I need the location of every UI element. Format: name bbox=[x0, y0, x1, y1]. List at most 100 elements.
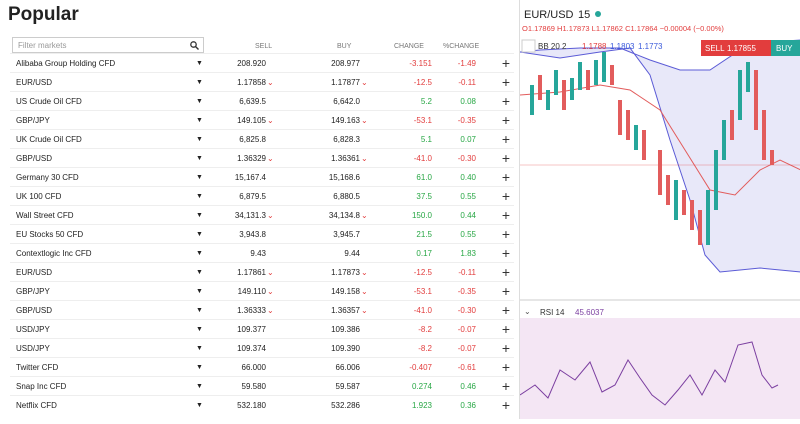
buy-price: 1.17873 bbox=[331, 268, 360, 277]
bb-label: BB 20 2 bbox=[538, 42, 567, 51]
add-button[interactable]: + bbox=[501, 93, 510, 109]
rsi-label: RSI 14 bbox=[540, 308, 565, 317]
down-arrow: ⌄ bbox=[267, 268, 274, 277]
filter-input[interactable]: Filter markets bbox=[12, 37, 204, 53]
pct-change: -0.30 bbox=[457, 306, 476, 315]
market-row[interactable]: EU Stocks 50 CFD ▼ 3,943.8 3,945.7 21.5 0.55 + bbox=[10, 224, 514, 244]
market-row[interactable]: GBP/USD ▼ 1.36329 1.36361 -41.0 -0.30 ⌄ ⌄ + bbox=[10, 148, 514, 168]
pct-change: 0.55 bbox=[460, 192, 476, 201]
market-name: GBP/USD bbox=[16, 154, 53, 163]
market-row[interactable]: UK Crude Oil CFD ▼ 6,825.8 6,828.3 5.1 0.07 + bbox=[10, 129, 514, 149]
add-button[interactable]: + bbox=[501, 378, 510, 394]
market-name: Wall Street CFD bbox=[16, 211, 74, 220]
market-name: GBP/JPY bbox=[16, 116, 50, 125]
pct-change: 0.08 bbox=[460, 97, 476, 106]
sell-price: 532.180 bbox=[237, 401, 266, 410]
market-row[interactable]: Wall Street CFD ▼ 34,131.3 34,134.8 150.0 0.4… bbox=[10, 205, 514, 225]
market-row[interactable]: US Crude Oil CFD ▼ 6,639.5 6,642.0 5.2 0.08 + bbox=[10, 91, 514, 111]
sell-price: 6,879.5 bbox=[239, 192, 266, 201]
dropdown: ▼ bbox=[196, 269, 203, 276]
dropdown: ▼ bbox=[196, 174, 203, 181]
pct-change: -0.07 bbox=[457, 344, 476, 353]
sell-price: 1.36333 bbox=[237, 306, 266, 315]
sell-button[interactable]: SELL 1.17855 bbox=[701, 40, 771, 56]
pct-change: -0.07 bbox=[457, 325, 476, 334]
buy-button[interactable]: BUY bbox=[771, 40, 800, 56]
add-button[interactable]: + bbox=[501, 340, 510, 356]
market-row[interactable]: Alibaba Group Holding CFD ▼ 208.920 208.977… bbox=[10, 53, 514, 73]
add-button[interactable]: + bbox=[501, 150, 510, 166]
buy-price: 109.386 bbox=[331, 325, 360, 334]
add-button[interactable]: + bbox=[501, 74, 510, 90]
add-button[interactable]: + bbox=[501, 55, 510, 71]
market-row[interactable]: GBP/JPY ▼ 149.105 149.163 -53.1 -0.35 ⌄ ⌄ + bbox=[10, 110, 514, 130]
market-row[interactable]: Twitter CFD ▼ 66.000 66.006 -0.407 -0.61 + bbox=[10, 357, 514, 377]
markets-panel: Popular Filter markets Alibaba Group Hol… bbox=[8, 4, 514, 415]
pct-change: 1.83 bbox=[460, 249, 476, 258]
buy-price: 149.158 bbox=[331, 287, 360, 296]
add-button[interactable]: + bbox=[501, 321, 510, 337]
add-button[interactable]: + bbox=[501, 283, 510, 299]
market-row[interactable]: Germany 30 CFD ▼ 15,167.4 15,168.6 61.0 0.40 + bbox=[10, 167, 514, 187]
add-button[interactable]: + bbox=[501, 245, 510, 261]
change: -53.1 bbox=[413, 287, 432, 296]
add-button[interactable]: + bbox=[501, 207, 510, 223]
sell-label: SELL bbox=[705, 44, 725, 53]
change: -0.407 bbox=[409, 363, 432, 372]
add-button[interactable]: + bbox=[501, 226, 510, 242]
pct-change: 0.44 bbox=[460, 211, 476, 220]
column-header: CHANGE bbox=[394, 43, 424, 50]
change: -41.0 bbox=[413, 306, 432, 315]
svg-text:⌄: ⌄ bbox=[524, 307, 531, 316]
dropdown: ▼ bbox=[196, 326, 203, 333]
dropdown: ▼ bbox=[196, 402, 203, 409]
market-row[interactable]: EUR/USD ▼ 1.17861 1.17873 -12.5 -0.11 ⌄ ⌄ + bbox=[10, 262, 514, 282]
pct-change: 0.46 bbox=[460, 382, 476, 391]
market-row[interactable]: Snap Inc CFD ▼ 59.580 59.587 0.274 0.46 + bbox=[10, 376, 514, 396]
add-button[interactable]: + bbox=[501, 264, 510, 280]
add-button[interactable]: + bbox=[501, 302, 510, 318]
change: 21.5 bbox=[416, 230, 432, 239]
add-button[interactable]: + bbox=[501, 397, 510, 413]
buy-price: 6,880.5 bbox=[333, 192, 360, 201]
down-arrow: ⌄ bbox=[361, 211, 368, 220]
market-row[interactable]: GBP/JPY ▼ 149.110 149.158 -53.1 -0.35 ⌄ ⌄ + bbox=[10, 281, 514, 301]
change: 0.17 bbox=[416, 249, 432, 258]
dropdown: ▼ bbox=[196, 345, 203, 352]
dropdown: ▼ bbox=[196, 79, 203, 86]
sell-price: 1.17855 bbox=[727, 44, 756, 53]
market-row[interactable]: Contextlogic Inc CFD ▼ 9.43 9.44 0.17 1.83 + bbox=[10, 243, 514, 263]
market-name: UK Crude Oil CFD bbox=[16, 135, 82, 144]
sell-price: 66.000 bbox=[241, 363, 266, 372]
pct-change: -0.11 bbox=[458, 78, 476, 87]
dropdown: ▼ bbox=[196, 117, 203, 124]
buy-price: 149.163 bbox=[331, 116, 360, 125]
market-row[interactable]: Netflix CFD ▼ 532.180 532.286 1.923 0.36 + bbox=[10, 395, 514, 415]
dropdown: ▼ bbox=[196, 193, 203, 200]
add-button[interactable]: + bbox=[501, 359, 510, 375]
bb-mid: 1.1788 bbox=[582, 42, 607, 51]
market-name: Germany 30 CFD bbox=[16, 173, 79, 182]
market-row[interactable]: EUR/USD ▼ 1.17858 1.17877 -12.5 -0.11 ⌄ ⌄ + bbox=[10, 72, 514, 92]
market-name: EUR/USD bbox=[16, 78, 53, 87]
add-button[interactable]: + bbox=[501, 131, 510, 147]
change: 1.923 bbox=[411, 401, 432, 410]
sell-price: 109.377 bbox=[237, 325, 266, 334]
add-button[interactable]: + bbox=[501, 188, 510, 204]
sell-price: 149.110 bbox=[237, 287, 266, 296]
market-row[interactable]: UK 100 CFD ▼ 6,879.5 6,880.5 37.5 0.55 + bbox=[10, 186, 514, 206]
change: -8.2 bbox=[418, 325, 432, 334]
placeholder: Filter markets bbox=[18, 41, 67, 50]
change: 150.0 bbox=[411, 211, 432, 220]
buy-price: 532.286 bbox=[331, 401, 360, 410]
market-row[interactable]: USD/JPY ▼ 109.374 109.390 -8.2 -0.07 + bbox=[10, 338, 514, 358]
column-header: %CHANGE bbox=[443, 43, 480, 50]
add-button[interactable]: + bbox=[501, 169, 510, 185]
buy-price: 66.006 bbox=[335, 363, 360, 372]
market-name: UK 100 CFD bbox=[16, 192, 62, 201]
market-row[interactable]: USD/JPY ▼ 109.377 109.386 -8.2 -0.07 + bbox=[10, 319, 514, 339]
market-name: Netflix CFD bbox=[16, 401, 57, 410]
add-button[interactable]: + bbox=[501, 112, 510, 128]
ohlc: O1.17869 H1.17873 L1.17862 C1.17864 −0.0… bbox=[522, 24, 724, 33]
market-row[interactable]: GBP/USD ▼ 1.36333 1.36357 -41.0 -0.30 ⌄ ⌄ + bbox=[10, 300, 514, 320]
